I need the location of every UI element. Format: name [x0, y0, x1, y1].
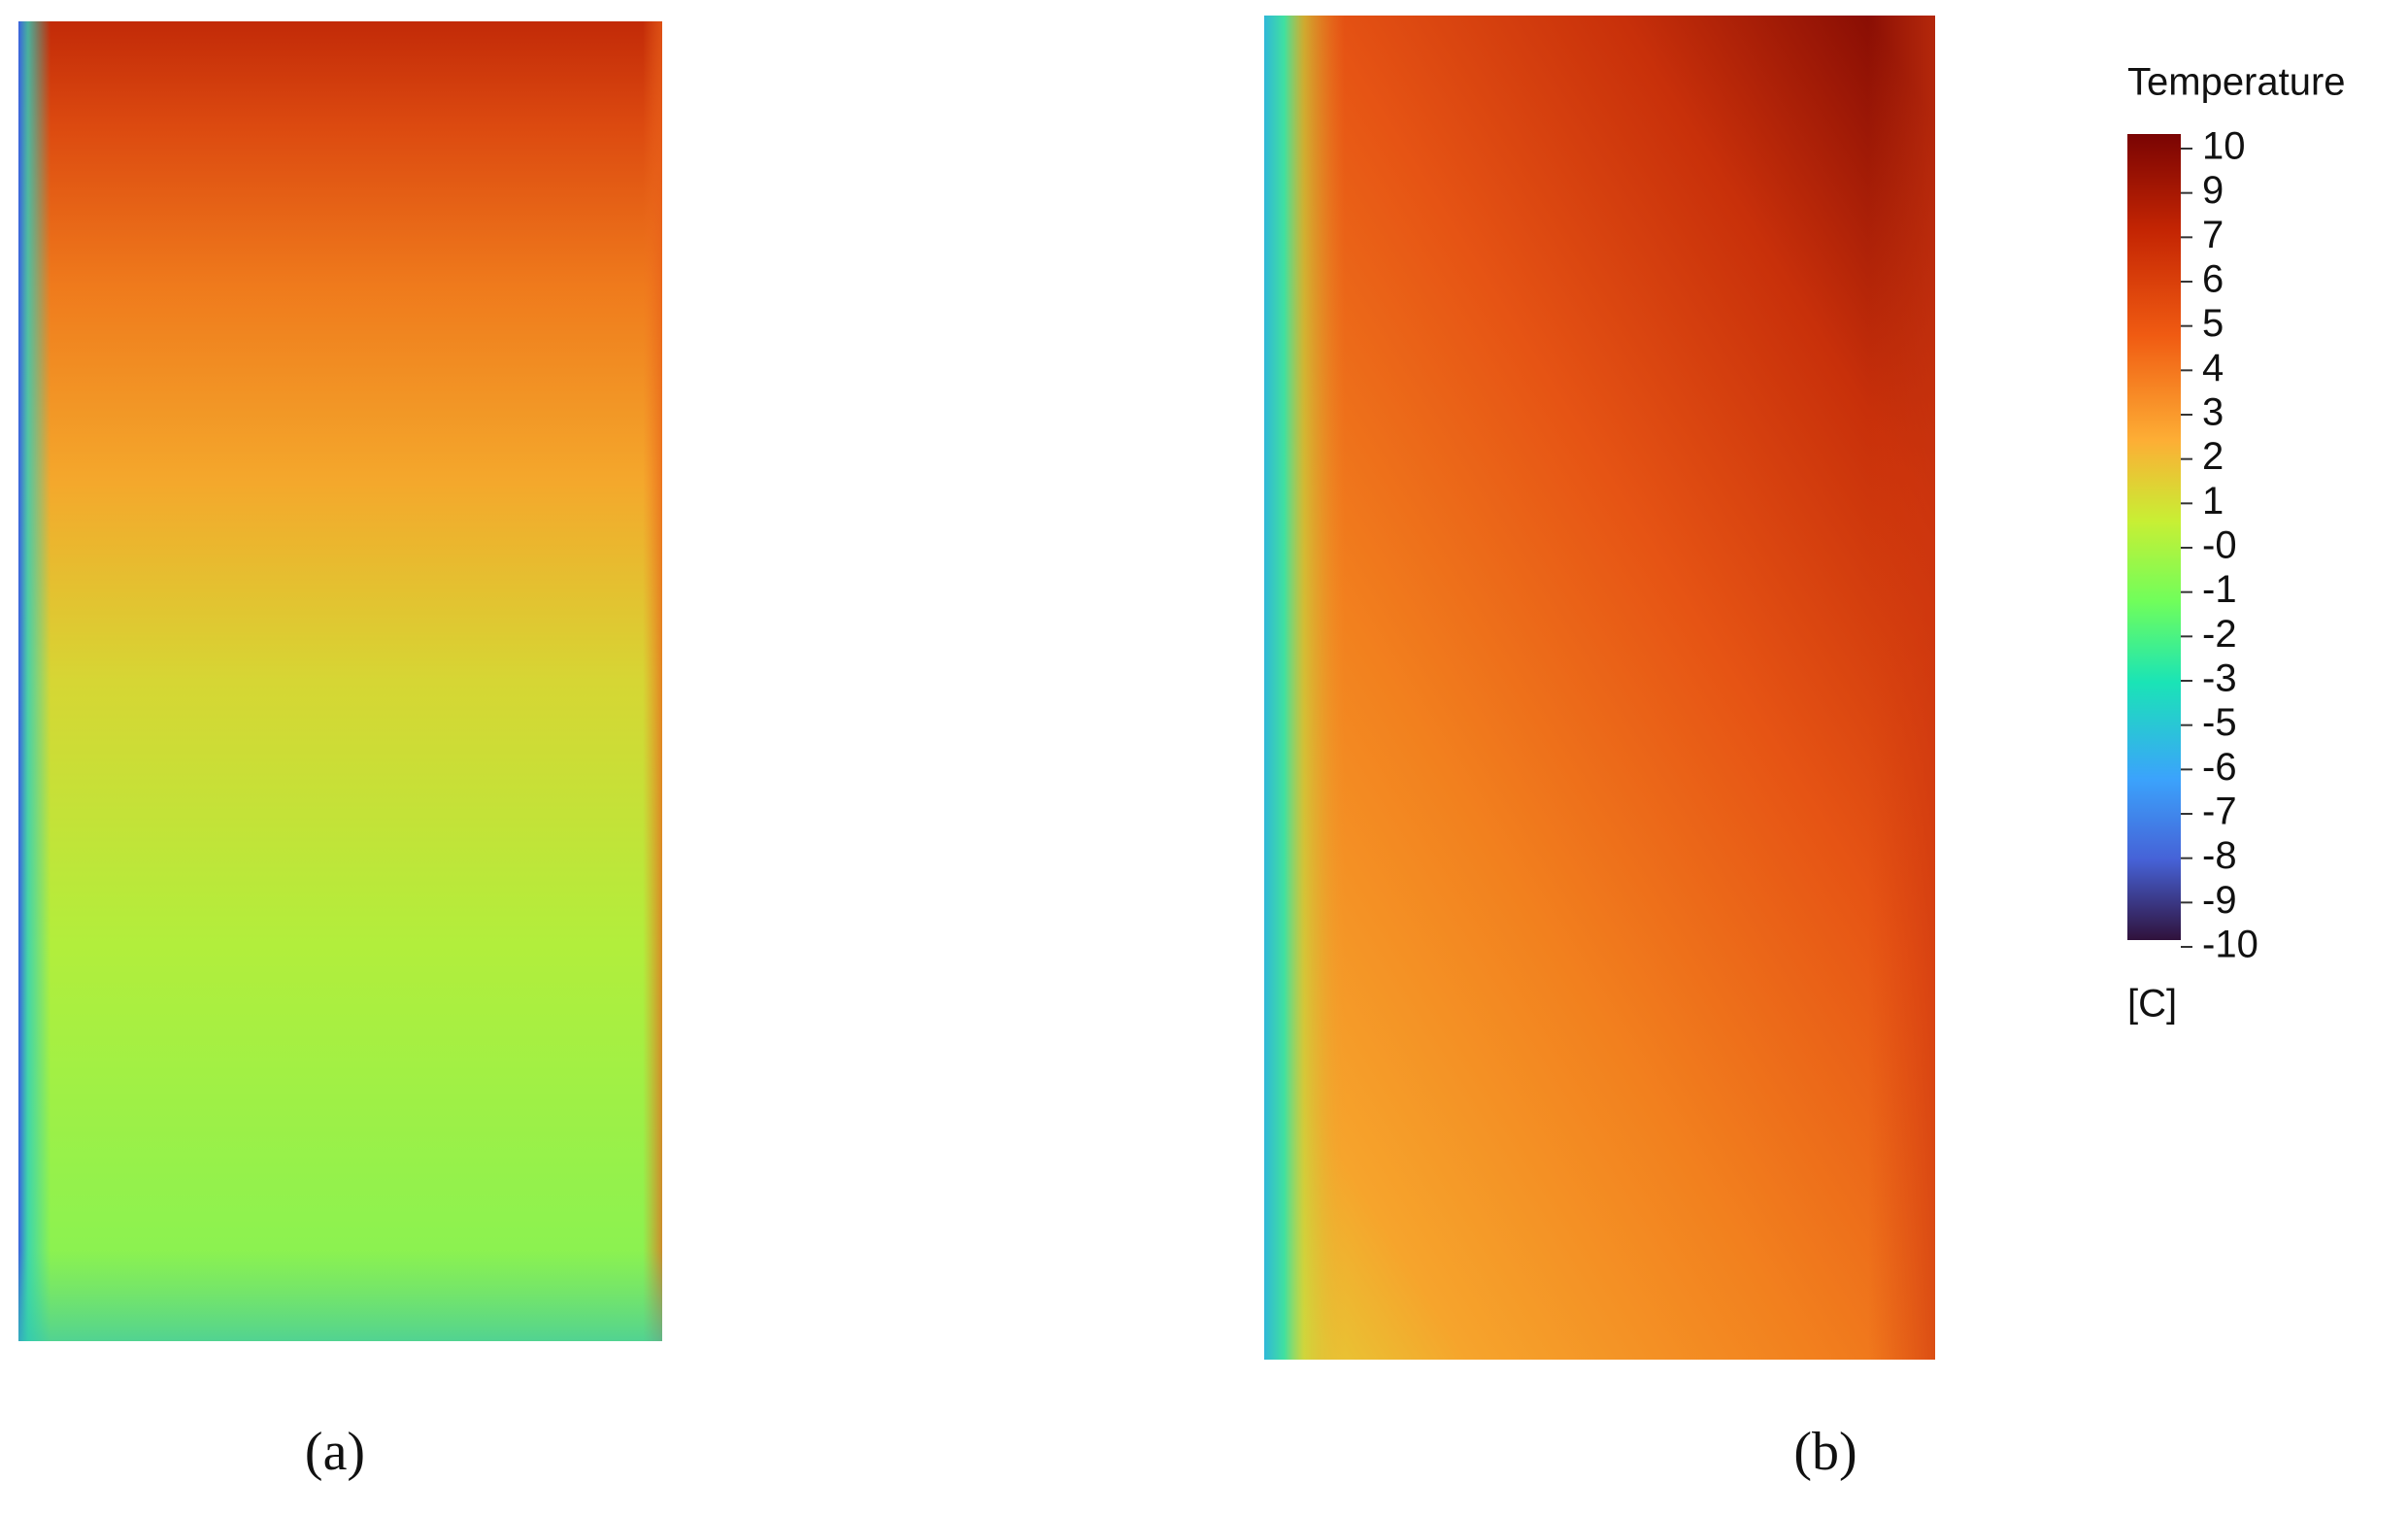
panel-b-field [1264, 16, 1935, 1360]
panel-label: (b) [1793, 1422, 1856, 1482]
tick-label: -1 [2202, 568, 2237, 611]
tick-label: -0 [2202, 524, 2237, 567]
contour-edge [18, 21, 662, 1341]
colorbar-title: Temperature [2127, 61, 2346, 104]
colorbar-unit: [C] [2127, 983, 2177, 1026]
tick-label: -8 [2202, 834, 2237, 877]
tick-label: -6 [2202, 746, 2237, 789]
panel-label: (a) [305, 1422, 365, 1482]
tick-label: 3 [2202, 391, 2224, 434]
panel-a-field [18, 21, 662, 1341]
tick-label: -7 [2202, 791, 2237, 833]
tick-label: -2 [2202, 613, 2237, 656]
tick-label: -10 [2202, 924, 2258, 966]
contour-edge [1264, 16, 1935, 1360]
tick-label: -5 [2202, 701, 2237, 744]
tick-label: 7 [2202, 214, 2224, 256]
tick-label: 9 [2202, 169, 2224, 212]
tick-label: 5 [2202, 302, 2224, 345]
tick-label: 10 [2202, 125, 2246, 168]
tick-label: 2 [2202, 435, 2224, 478]
tick-label: -3 [2202, 657, 2237, 700]
tick-label: 4 [2202, 347, 2224, 389]
tick-label: 1 [2202, 480, 2224, 522]
tick-label: 6 [2202, 258, 2224, 301]
colorbar [2127, 134, 2181, 940]
tick-label: -9 [2202, 879, 2237, 922]
